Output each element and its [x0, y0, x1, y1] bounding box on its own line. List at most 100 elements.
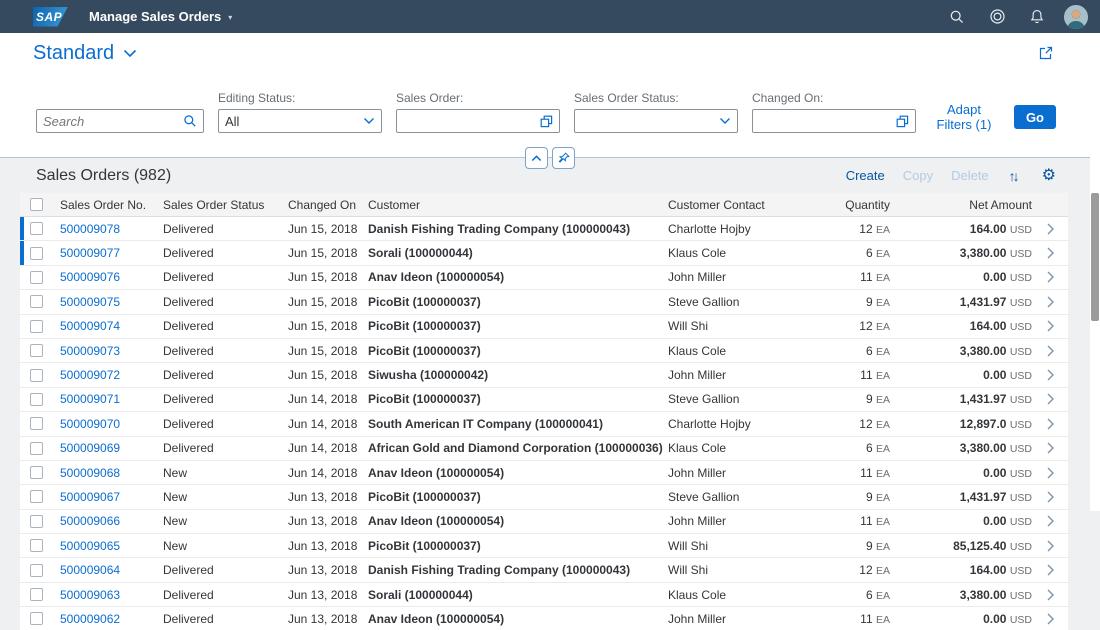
table-settings-button[interactable]: ⚙ [1040, 166, 1058, 186]
sales-order-link[interactable]: 500009074 [60, 319, 121, 334]
sales-order-link[interactable]: 500009068 [60, 465, 121, 480]
scrollbar-thumb[interactable] [1091, 193, 1099, 321]
row-navigation[interactable] [1040, 589, 1068, 601]
vertical-scrollbar[interactable] [1090, 36, 1100, 511]
collapse-filter-bar-button[interactable] [525, 147, 548, 169]
column-header-contact[interactable]: Customer Contact [668, 197, 765, 212]
pin-filter-bar-button[interactable] [552, 147, 575, 169]
table-row[interactable]: 500009068 New Jun 14, 2018 Anav Ideon (1… [20, 460, 1068, 486]
sales-order-link[interactable]: 500009076 [60, 270, 121, 285]
copy-button[interactable]: Copy [902, 168, 934, 183]
row-checkbox[interactable] [29, 270, 43, 284]
table-row[interactable]: 500009067 New Jun 13, 2018 PicoBit (1000… [20, 485, 1068, 510]
editing-status-select[interactable]: All [218, 109, 382, 133]
table-row[interactable]: 500009078 Delivered Jun 15, 2018 Danish … [20, 217, 1068, 242]
column-header-order-no[interactable]: Sales Order No. [60, 197, 147, 212]
row-checkbox[interactable] [29, 295, 43, 309]
variant-selector[interactable]: Standard [33, 42, 137, 65]
row-checkbox[interactable] [29, 563, 43, 577]
column-header-customer[interactable]: Customer [368, 197, 421, 212]
sales-order-link[interactable]: 500009062 [60, 611, 121, 626]
sales-order-link[interactable]: 500009077 [60, 246, 121, 261]
adapt-filters-button[interactable]: Adapt Filters (1) [930, 102, 998, 132]
row-navigation[interactable] [1040, 491, 1068, 503]
search-icon[interactable] [183, 114, 197, 128]
table-row[interactable]: 500009062 Delivered Jun 13, 2018 Anav Id… [20, 607, 1068, 630]
row-checkbox[interactable] [29, 588, 43, 602]
table-row[interactable]: 500009076 Delivered Jun 15, 2018 Anav Id… [20, 265, 1068, 291]
sales-order-field[interactable] [396, 109, 560, 133]
row-checkbox[interactable] [29, 441, 43, 455]
table-row[interactable]: 500009065 New Jun 13, 2018 PicoBit (1000… [20, 534, 1068, 559]
table-row[interactable]: 500009070 Delivered Jun 14, 2018 South A… [20, 412, 1068, 437]
table-row[interactable]: 500009077 Delivered Jun 15, 2018 Sorali … [20, 241, 1068, 266]
sort-button[interactable]: ↑↓ [1007, 166, 1022, 186]
row-checkbox[interactable] [29, 417, 43, 431]
table-row[interactable]: 500009074 Delivered Jun 15, 2018 PicoBit… [20, 314, 1068, 339]
table-row[interactable]: 500009075 Delivered Jun 15, 2018 PicoBit… [20, 290, 1068, 315]
column-header-status[interactable]: Sales Order Status [163, 197, 265, 212]
row-checkbox[interactable] [29, 539, 43, 553]
table-row[interactable]: 500009064 Delivered Jun 13, 2018 Danish … [20, 558, 1068, 583]
row-checkbox[interactable] [29, 514, 43, 528]
search-input[interactable] [43, 113, 183, 129]
row-navigation[interactable] [1040, 467, 1068, 479]
create-button[interactable]: Create [845, 168, 885, 183]
sales-order-link[interactable]: 500009063 [60, 587, 121, 602]
sales-order-link[interactable]: 500009071 [60, 392, 121, 407]
select-all-checkbox[interactable] [29, 198, 43, 211]
row-navigation[interactable] [1040, 540, 1068, 552]
row-navigation[interactable] [1040, 320, 1068, 332]
table-row[interactable]: 500009069 Delivered Jun 14, 2018 African… [20, 436, 1068, 461]
row-checkbox[interactable] [29, 246, 43, 260]
row-navigation[interactable] [1040, 442, 1068, 454]
sales-order-link[interactable]: 500009078 [60, 221, 121, 236]
column-header-changed-on[interactable]: Changed On [288, 197, 357, 212]
share-button[interactable] [1036, 43, 1056, 63]
row-navigation[interactable] [1040, 564, 1068, 576]
row-checkbox[interactable] [29, 344, 43, 358]
sales-order-link[interactable]: 500009067 [60, 489, 121, 504]
table-row[interactable]: 500009071 Delivered Jun 14, 2018 PicoBit… [20, 387, 1068, 413]
changed-on-field[interactable] [752, 109, 916, 133]
row-navigation[interactable] [1040, 271, 1068, 283]
row-checkbox[interactable] [29, 368, 43, 382]
row-navigation[interactable] [1040, 613, 1068, 625]
sales-order-link[interactable]: 500009069 [60, 441, 121, 456]
sales-order-link[interactable]: 500009073 [60, 343, 121, 358]
row-checkbox[interactable] [29, 466, 43, 480]
column-header-amount[interactable]: Net Amount [969, 197, 1032, 212]
row-navigation[interactable] [1040, 345, 1068, 357]
row-navigation[interactable] [1040, 369, 1068, 381]
row-navigation[interactable] [1040, 515, 1068, 527]
sales-order-status-select[interactable] [574, 109, 738, 133]
value-help-icon[interactable] [896, 115, 909, 128]
sales-order-link[interactable]: 500009075 [60, 294, 121, 309]
sales-order-link[interactable]: 500009065 [60, 538, 121, 553]
column-header-quantity[interactable]: Quantity [845, 197, 890, 212]
table-row[interactable]: 500009073 Delivered Jun 15, 2018 PicoBit… [20, 338, 1068, 364]
row-checkbox[interactable] [29, 392, 43, 406]
row-navigation[interactable] [1040, 247, 1068, 259]
row-navigation[interactable] [1040, 296, 1068, 308]
delete-button[interactable]: Delete [951, 168, 989, 183]
row-navigation[interactable] [1040, 393, 1068, 405]
row-navigation[interactable] [1040, 223, 1068, 235]
table-row[interactable]: 500009066 New Jun 13, 2018 Anav Ideon (1… [20, 509, 1068, 535]
sap-logo[interactable]: SAP [33, 6, 68, 27]
copilot-button[interactable] [984, 4, 1010, 30]
table-row[interactable]: 500009072 Delivered Jun 15, 2018 Siwusha… [20, 363, 1068, 388]
sales-order-link[interactable]: 500009066 [60, 514, 121, 529]
row-navigation[interactable] [1040, 418, 1068, 430]
sales-order-link[interactable]: 500009072 [60, 368, 121, 383]
user-avatar[interactable] [1064, 4, 1088, 29]
row-checkbox[interactable] [29, 222, 43, 236]
row-checkbox[interactable] [29, 490, 43, 504]
notifications-button[interactable] [1024, 4, 1050, 30]
app-title-menu[interactable]: Manage Sales Orders ▾ [89, 9, 232, 24]
row-checkbox[interactable] [29, 319, 43, 333]
shell-search-button[interactable] [944, 4, 970, 30]
go-button[interactable]: Go [1013, 105, 1056, 129]
value-help-icon[interactable] [540, 115, 553, 128]
table-row[interactable]: 500009063 Delivered Jun 13, 2018 Sorali … [20, 582, 1068, 608]
